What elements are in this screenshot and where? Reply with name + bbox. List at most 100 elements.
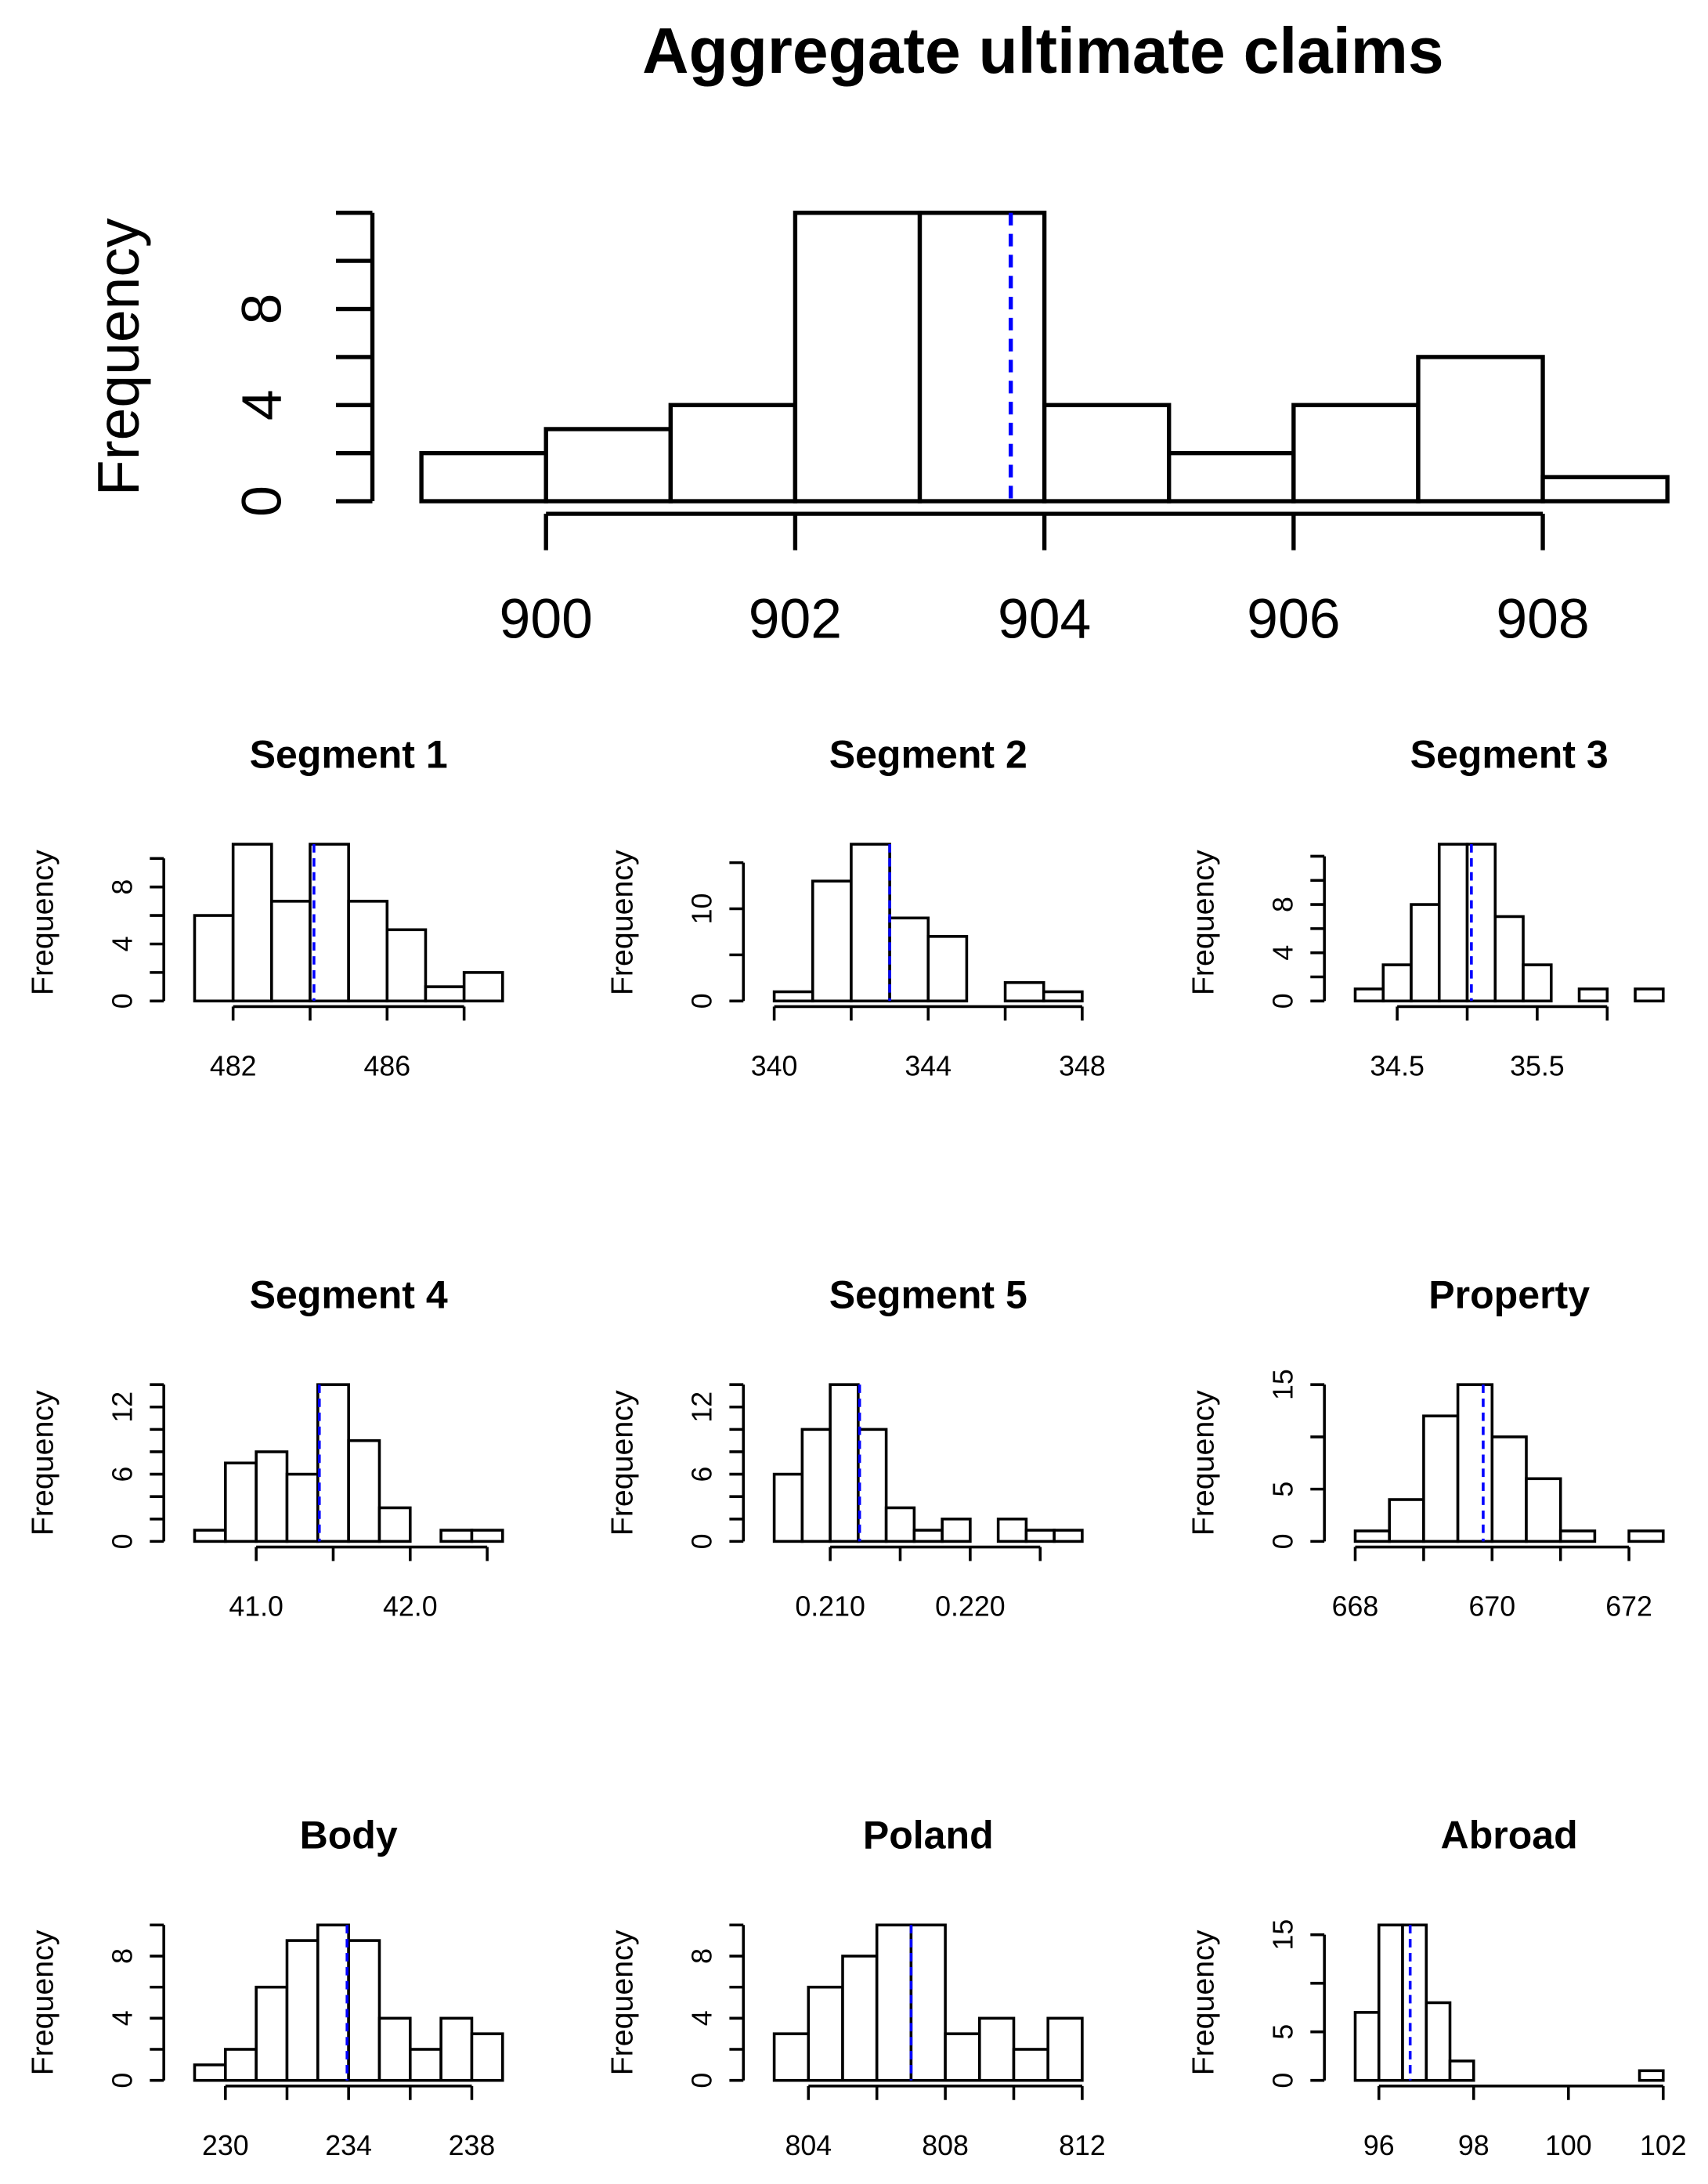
histogram-bar bbox=[1042, 990, 1084, 1003]
histogram-bar bbox=[193, 2063, 227, 2082]
histogram-bar bbox=[270, 900, 312, 1003]
histogram-bar bbox=[811, 879, 853, 1003]
histogram-bar bbox=[377, 2016, 412, 2082]
x-tick-label: 904 bbox=[998, 587, 1091, 650]
x-tick-label: 0.220 bbox=[935, 1591, 1005, 1623]
histogram-bar bbox=[857, 1428, 888, 1543]
x-tick-label: 900 bbox=[500, 587, 593, 650]
y-tick-label: 8 bbox=[231, 294, 294, 325]
histogram-bar bbox=[1353, 1529, 1391, 1543]
chart-title: Segment 1 bbox=[250, 732, 448, 776]
histogram-bar bbox=[1490, 1435, 1528, 1543]
histogram-bar bbox=[1024, 1529, 1056, 1543]
x-tick-label: 102 bbox=[1640, 2130, 1687, 2161]
histogram-bar bbox=[224, 1461, 258, 1543]
y-tick-label: 15 bbox=[1268, 1919, 1299, 1951]
y-axis-label: Frequency bbox=[605, 850, 640, 995]
histogram-bar bbox=[1627, 1529, 1665, 1543]
histogram-bar bbox=[1042, 403, 1172, 504]
histogram-bar bbox=[917, 211, 1047, 504]
histogram-bar bbox=[841, 1955, 879, 2082]
y-tick-label: 0 bbox=[1268, 993, 1299, 1009]
y-tick-label: 8 bbox=[107, 1948, 139, 1964]
histogram-bar bbox=[1522, 963, 1553, 1003]
y-tick-label: 0 bbox=[687, 2073, 718, 2088]
y-tick-label: 6 bbox=[107, 1467, 139, 1482]
histogram-bar bbox=[409, 2048, 442, 2082]
histogram-bar bbox=[470, 2032, 504, 2082]
y-axis-label: Frequency bbox=[1186, 1390, 1221, 1536]
histogram-bar bbox=[1422, 1414, 1460, 1543]
y-tick-label: 6 bbox=[687, 1467, 718, 1482]
histogram-bar bbox=[439, 2016, 474, 2082]
chart-title: Aggregate ultimate claims bbox=[642, 16, 1443, 87]
histogram-bar bbox=[978, 2016, 1016, 2082]
x-tick-label: 482 bbox=[210, 1051, 257, 1082]
y-tick-label: 5 bbox=[1268, 1482, 1299, 1497]
y-tick-label: 12 bbox=[107, 1392, 139, 1423]
histogram-bar bbox=[996, 1517, 1028, 1543]
x-tick-label: 812 bbox=[1059, 2130, 1106, 2161]
histogram-bar bbox=[807, 1985, 844, 2082]
y-axis-label: Frequency bbox=[1186, 1930, 1221, 2075]
x-tick-label: 96 bbox=[1363, 2130, 1395, 2161]
histogram-bar bbox=[316, 1923, 350, 2082]
histogram-bar bbox=[1448, 2059, 1475, 2082]
histogram-bar bbox=[1540, 475, 1670, 504]
x-tick-label: 230 bbox=[202, 2130, 249, 2161]
x-tick-label: 906 bbox=[1247, 587, 1340, 650]
x-tick-label: 238 bbox=[449, 2130, 496, 2161]
y-axis-label: Frequency bbox=[26, 1390, 60, 1536]
histogram-bar bbox=[1638, 2069, 1665, 2082]
histogram-bar bbox=[888, 916, 930, 1003]
x-tick-label: 672 bbox=[1605, 1591, 1652, 1623]
histogram-bar bbox=[1053, 1529, 1084, 1543]
histogram-bar bbox=[1381, 963, 1413, 1003]
histogram-bar bbox=[347, 900, 389, 1003]
x-tick-label: 908 bbox=[1496, 587, 1589, 650]
chart-title: Property bbox=[1428, 1273, 1590, 1317]
histogram-bar bbox=[1401, 1923, 1428, 2082]
x-tick-label: 41.0 bbox=[229, 1591, 283, 1623]
y-tick-label: 4 bbox=[1268, 945, 1299, 961]
histogram-bar bbox=[1456, 1383, 1494, 1543]
histogram-bar bbox=[1012, 2048, 1049, 2082]
y-axis-label: Frequency bbox=[26, 850, 60, 995]
histogram-bar bbox=[419, 450, 548, 504]
histogram-bar bbox=[772, 1472, 804, 1543]
histogram-bar bbox=[309, 843, 350, 1003]
x-tick-label: 35.5 bbox=[1510, 1051, 1565, 1082]
histogram-bar bbox=[944, 2032, 981, 2082]
histogram-bar bbox=[668, 403, 798, 504]
histogram-bar bbox=[1525, 1477, 1562, 1543]
chart-title: Abroad bbox=[1441, 1814, 1578, 1857]
y-tick-label: 4 bbox=[231, 389, 294, 421]
y-tick-label: 15 bbox=[1268, 1369, 1299, 1400]
histogram-bar bbox=[224, 2048, 258, 2082]
y-tick-label: 8 bbox=[1268, 897, 1299, 912]
chart-title: Segment 4 bbox=[250, 1273, 448, 1317]
y-tick-label: 0 bbox=[687, 993, 718, 1009]
x-tick-label: 670 bbox=[1468, 1591, 1515, 1623]
histogram-bar bbox=[941, 1517, 972, 1543]
y-tick-label: 10 bbox=[687, 893, 718, 925]
x-tick-label: 348 bbox=[1059, 1051, 1106, 1082]
histogram-bar bbox=[875, 1923, 913, 2082]
histogram-bar bbox=[543, 427, 673, 504]
y-tick-label: 0 bbox=[107, 2073, 139, 2088]
y-tick-label: 0 bbox=[231, 486, 294, 517]
histogram-bar bbox=[1558, 1529, 1597, 1543]
histogram-bar bbox=[1291, 403, 1421, 504]
y-axis-label: Frequency bbox=[85, 218, 151, 496]
histogram-bar bbox=[850, 843, 891, 1003]
histogram-bar bbox=[793, 211, 923, 504]
y-tick-label: 8 bbox=[107, 879, 139, 895]
y-tick-label: 4 bbox=[107, 2010, 139, 2026]
y-axis-label: Frequency bbox=[1186, 850, 1221, 995]
chart-title: Body bbox=[300, 1814, 398, 1857]
histogram-bar bbox=[1388, 1498, 1425, 1543]
histogram-bar bbox=[1377, 1923, 1404, 2082]
chart-title: Segment 3 bbox=[1410, 732, 1609, 776]
histogram-bar bbox=[829, 1383, 860, 1543]
histogram-bar bbox=[1634, 987, 1665, 1003]
